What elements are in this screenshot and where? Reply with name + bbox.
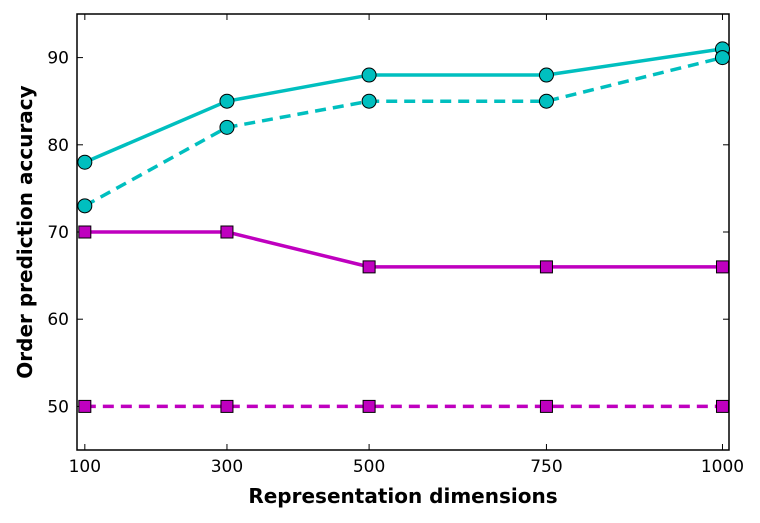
data-point xyxy=(715,260,729,274)
data-point xyxy=(219,119,235,135)
data-point xyxy=(220,399,234,413)
series-3 xyxy=(78,225,729,274)
data-point xyxy=(77,154,93,170)
axis-ticks: 100 300 500 750 1000 50 60 70 80 90 xyxy=(47,14,744,477)
data-point xyxy=(362,260,376,274)
x-tick-label: 750 xyxy=(530,457,562,477)
data-point xyxy=(538,67,554,83)
data-point xyxy=(220,225,234,239)
x-tick-label: 500 xyxy=(353,457,385,477)
x-tick-label: 1000 xyxy=(701,457,744,477)
data-point xyxy=(714,50,730,66)
data-point xyxy=(78,399,92,413)
series-layer xyxy=(77,41,730,413)
data-point xyxy=(361,67,377,83)
y-axis-title: Order prediction accuracy xyxy=(13,85,37,378)
data-point xyxy=(361,93,377,109)
series-line xyxy=(84,47,723,164)
x-axis-title: Representation dimensions xyxy=(248,484,557,508)
y-tick-label: 50 xyxy=(47,397,69,417)
data-point xyxy=(362,399,376,413)
data-point xyxy=(538,93,554,109)
y-tick-label: 60 xyxy=(47,310,69,330)
series-line xyxy=(83,55,723,208)
x-tick-label: 300 xyxy=(211,457,243,477)
series-2 xyxy=(77,50,730,214)
series-line xyxy=(84,230,723,269)
data-point xyxy=(539,260,553,274)
data-point xyxy=(77,198,93,214)
y-tick-label: 90 xyxy=(47,49,69,69)
y-tick-label: 70 xyxy=(47,223,69,243)
x-tick-label: 100 xyxy=(69,457,101,477)
series-4 xyxy=(78,399,729,413)
data-point xyxy=(539,399,553,413)
data-point xyxy=(219,93,235,109)
data-point xyxy=(78,225,92,239)
y-tick-label: 80 xyxy=(47,136,69,156)
data-point xyxy=(715,399,729,413)
series-1 xyxy=(77,41,730,170)
